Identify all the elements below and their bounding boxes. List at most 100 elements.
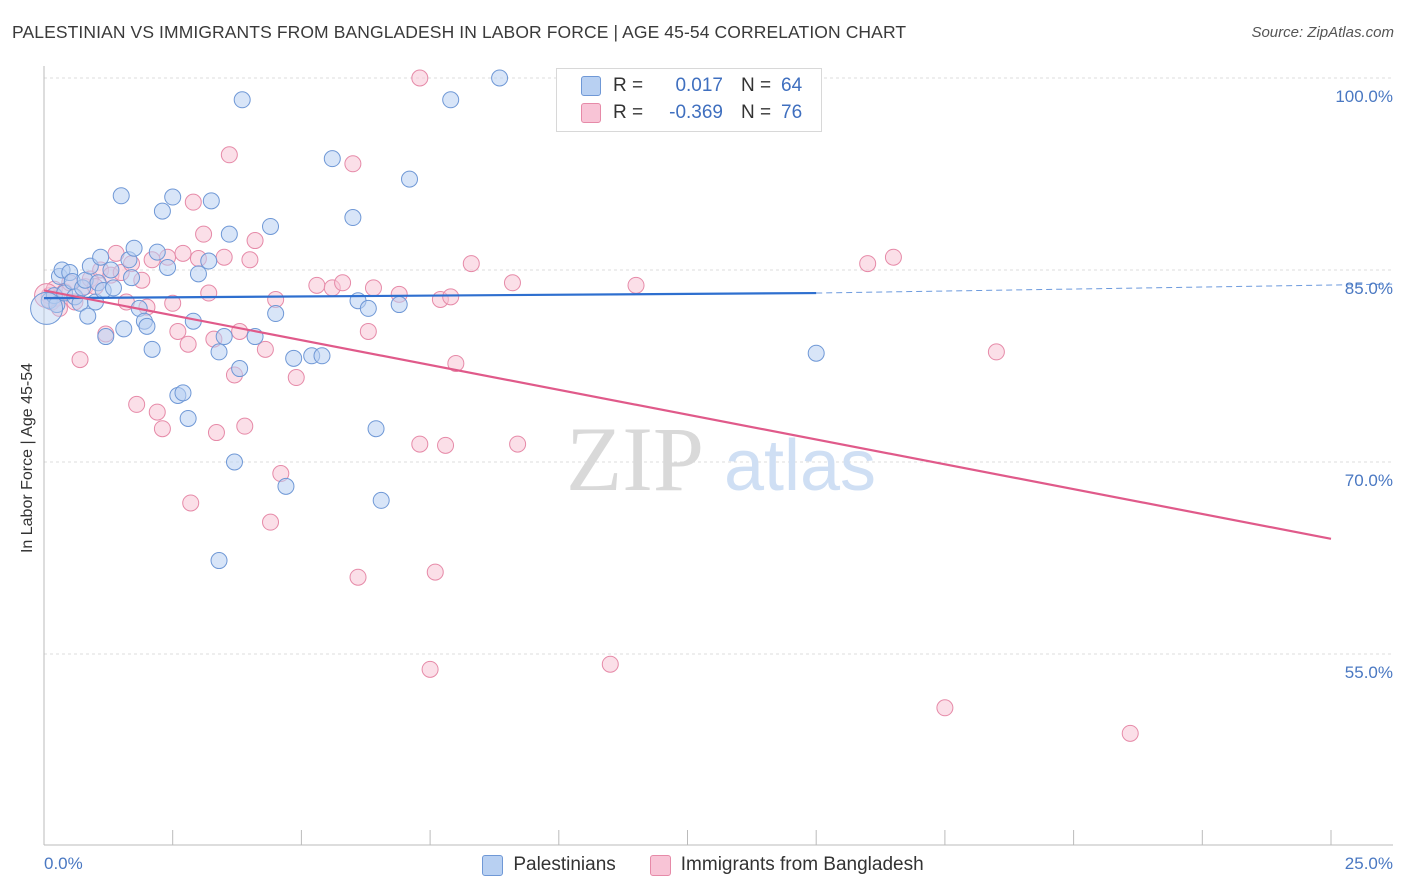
- bangladesh-point: [462, 255, 480, 273]
- bangladesh-point: [184, 193, 202, 211]
- palestinians-point: [390, 296, 408, 314]
- bangladesh-point: [200, 284, 218, 302]
- legend-row-palestinians: R = 0.017 N = 64: [581, 73, 821, 99]
- bangladesh-point: [437, 436, 455, 454]
- palestinians-point: [148, 243, 166, 261]
- bangladesh-point: [153, 420, 171, 438]
- palestinians-point: [174, 384, 192, 402]
- watermark: ZIP atlas: [566, 408, 876, 510]
- palestinians-cluster-point: [30, 291, 64, 325]
- bangladesh-point: [509, 435, 527, 453]
- bangladesh-trend-line: [43, 289, 1332, 540]
- palestinians-point: [285, 349, 303, 367]
- watermark-atlas: atlas: [724, 426, 876, 506]
- bangladesh-point: [349, 568, 367, 586]
- bangladesh-point: [207, 424, 225, 442]
- bangladesh-point: [936, 699, 954, 717]
- palestinians-point: [233, 91, 251, 109]
- bangladesh-point: [128, 395, 146, 413]
- palestinians-point: [210, 552, 228, 570]
- palestinians-point: [442, 91, 460, 109]
- watermark-zip: ZIP: [566, 408, 704, 510]
- palestinians-point: [112, 187, 130, 205]
- series-palestinians-points: [30, 69, 825, 570]
- palestinians-point: [92, 248, 110, 266]
- palestinians-point: [367, 420, 385, 438]
- legend-swatch-blue: [482, 854, 504, 876]
- palestinians-point: [372, 491, 390, 509]
- bangladesh-point: [426, 563, 444, 581]
- bangladesh-point: [334, 274, 352, 292]
- palestinians-point: [153, 202, 171, 220]
- bangladesh-point: [503, 274, 521, 292]
- legend-r-label: R =: [613, 75, 644, 96]
- legend-r-value: -0.369: [669, 102, 723, 123]
- legend-row-bangladesh: R = -0.369 N = 76: [581, 100, 821, 126]
- bangladesh-point: [169, 322, 187, 340]
- bangladesh-point: [627, 276, 645, 294]
- bangladesh-point: [164, 294, 182, 312]
- palestinians-point: [104, 279, 122, 297]
- x-tick-label: 25.0%: [1345, 854, 1393, 873]
- tick-labels: 55.0% 70.0% 85.0% 100.0% 0.0% 25.0%: [44, 87, 1393, 873]
- bangladesh-point: [231, 322, 249, 340]
- palestinians-point: [97, 328, 115, 346]
- palestinians-point: [344, 209, 362, 227]
- palestinians-point: [200, 252, 218, 270]
- axes: [43, 66, 1393, 846]
- legend-n-label: N =: [741, 75, 772, 96]
- palestinians-point: [164, 188, 182, 206]
- legend-swatch-blue: [581, 76, 601, 96]
- legend-n-label: N =: [741, 102, 772, 123]
- palestinians-point: [179, 409, 197, 427]
- correlation-legend: R = 0.017 N = 64 R = -0.369 N = 76: [556, 68, 822, 132]
- bangladesh-point: [287, 369, 305, 387]
- palestinians-point: [277, 477, 295, 495]
- bangladesh-point: [256, 340, 274, 358]
- legend-swatch-pink: [581, 103, 601, 123]
- bangladesh-point: [411, 435, 429, 453]
- bangladesh-point: [215, 248, 233, 266]
- y-tick-label: 70.0%: [1345, 471, 1393, 490]
- palestinians-point: [313, 347, 331, 365]
- palestinians-point: [123, 269, 141, 287]
- bangladesh-point: [344, 155, 362, 173]
- palestinians-point: [491, 69, 509, 87]
- bangladesh-point: [884, 248, 902, 266]
- bangladesh-point: [246, 232, 264, 250]
- palestinians-trend-extension: [816, 283, 1394, 294]
- palestinians-point: [267, 305, 285, 323]
- legend-label-palestinians: Palestinians: [513, 854, 616, 875]
- bangladesh-point: [1121, 724, 1139, 742]
- palestinians-point: [202, 192, 220, 210]
- palestinians-point: [115, 320, 133, 338]
- legend-r-value: 0.017: [675, 75, 723, 96]
- bangladesh-point: [182, 494, 200, 512]
- palestinians-point: [138, 317, 156, 335]
- x-tick-label: 0.0%: [44, 854, 83, 873]
- palestinians-point: [143, 340, 161, 358]
- bangladesh-point: [442, 288, 460, 306]
- bangladesh-point: [241, 251, 259, 269]
- trend-lines: [43, 283, 1394, 540]
- legend-item-palestinians[interactable]: Palestinians: [482, 854, 616, 876]
- palestinians-point: [159, 258, 177, 276]
- legend-swatch-pink: [649, 854, 671, 876]
- bangladesh-point: [195, 225, 213, 243]
- bangladesh-point: [308, 276, 326, 294]
- bangladesh-point: [601, 655, 619, 673]
- bangladesh-point: [364, 279, 382, 297]
- bangladesh-point: [179, 335, 197, 353]
- bangladesh-point: [421, 660, 439, 678]
- palestinians-point: [225, 453, 243, 471]
- series-bangladesh-points: [34, 69, 1139, 742]
- palestinians-trend-line: [43, 291, 817, 300]
- palestinians-point: [359, 299, 377, 317]
- bangladesh-point: [411, 69, 429, 87]
- legend-item-bangladesh[interactable]: Immigrants from Bangladesh: [649, 854, 924, 876]
- source-label: Source: ZipAtlas.com: [1251, 24, 1394, 41]
- bangladesh-point: [447, 354, 465, 372]
- palestinians-point: [220, 225, 238, 243]
- bangladesh-point: [236, 417, 254, 435]
